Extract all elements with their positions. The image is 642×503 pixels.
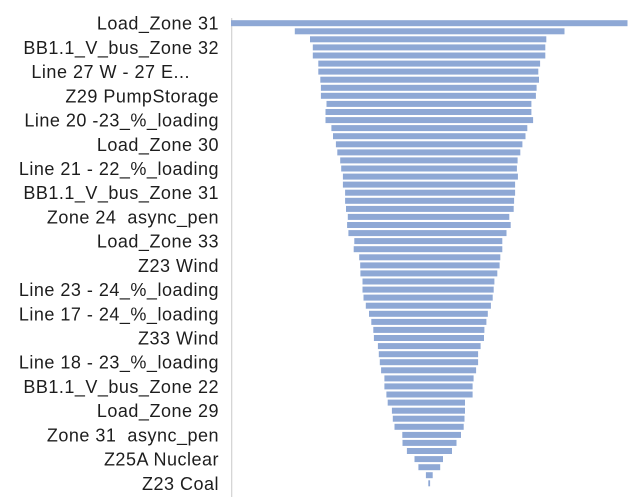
svg-text:Line 27 W - 27 E...: Line 27 W - 27 E...	[31, 62, 190, 82]
svg-text:Z25A Nuclear: Z25A Nuclear	[104, 450, 219, 470]
svg-text:Zone 24 async_pen: Zone 24 async_pen	[47, 207, 219, 228]
svg-text:Load_Zone 30: Load_Zone 30	[97, 135, 219, 156]
svg-text:Line 21 - 22_%_loading: Line 21 - 22_%_loading	[19, 159, 219, 180]
svg-text:Load_Zone 29: Load_Zone 29	[97, 401, 219, 422]
svg-text:Load_Zone 33: Load_Zone 33	[97, 232, 219, 253]
svg-text:Z33 Wind: Z33 Wind	[138, 329, 219, 349]
svg-text:BB1.1_V_bus_Zone 22: BB1.1_V_bus_Zone 22	[23, 377, 219, 398]
svg-text:BB1.1_V_bus_Zone 32: BB1.1_V_bus_Zone 32	[23, 38, 219, 59]
svg-text:Z23 Wind: Z23 Wind	[138, 256, 219, 276]
svg-text:Line 20 -23_%_loading: Line 20 -23_%_loading	[24, 111, 219, 132]
svg-text:Z23 Coal: Z23 Coal	[142, 474, 219, 494]
svg-text:Line 23 - 24_%_loading: Line 23 - 24_%_loading	[19, 280, 219, 301]
svg-text:Line 17 - 24_%_loading: Line 17 - 24_%_loading	[19, 304, 219, 325]
svg-text:Load_Zone 31: Load_Zone 31	[97, 14, 219, 35]
svg-text:BB1.1_V_bus_Zone 31: BB1.1_V_bus_Zone 31	[23, 183, 219, 204]
svg-text:Z29 PumpStorage: Z29 PumpStorage	[65, 86, 219, 106]
svg-text:Zone 31 async_pen: Zone 31 async_pen	[47, 425, 219, 446]
svg-text:Line 18 - 23_%_loading: Line 18 - 23_%_loading	[19, 353, 219, 374]
